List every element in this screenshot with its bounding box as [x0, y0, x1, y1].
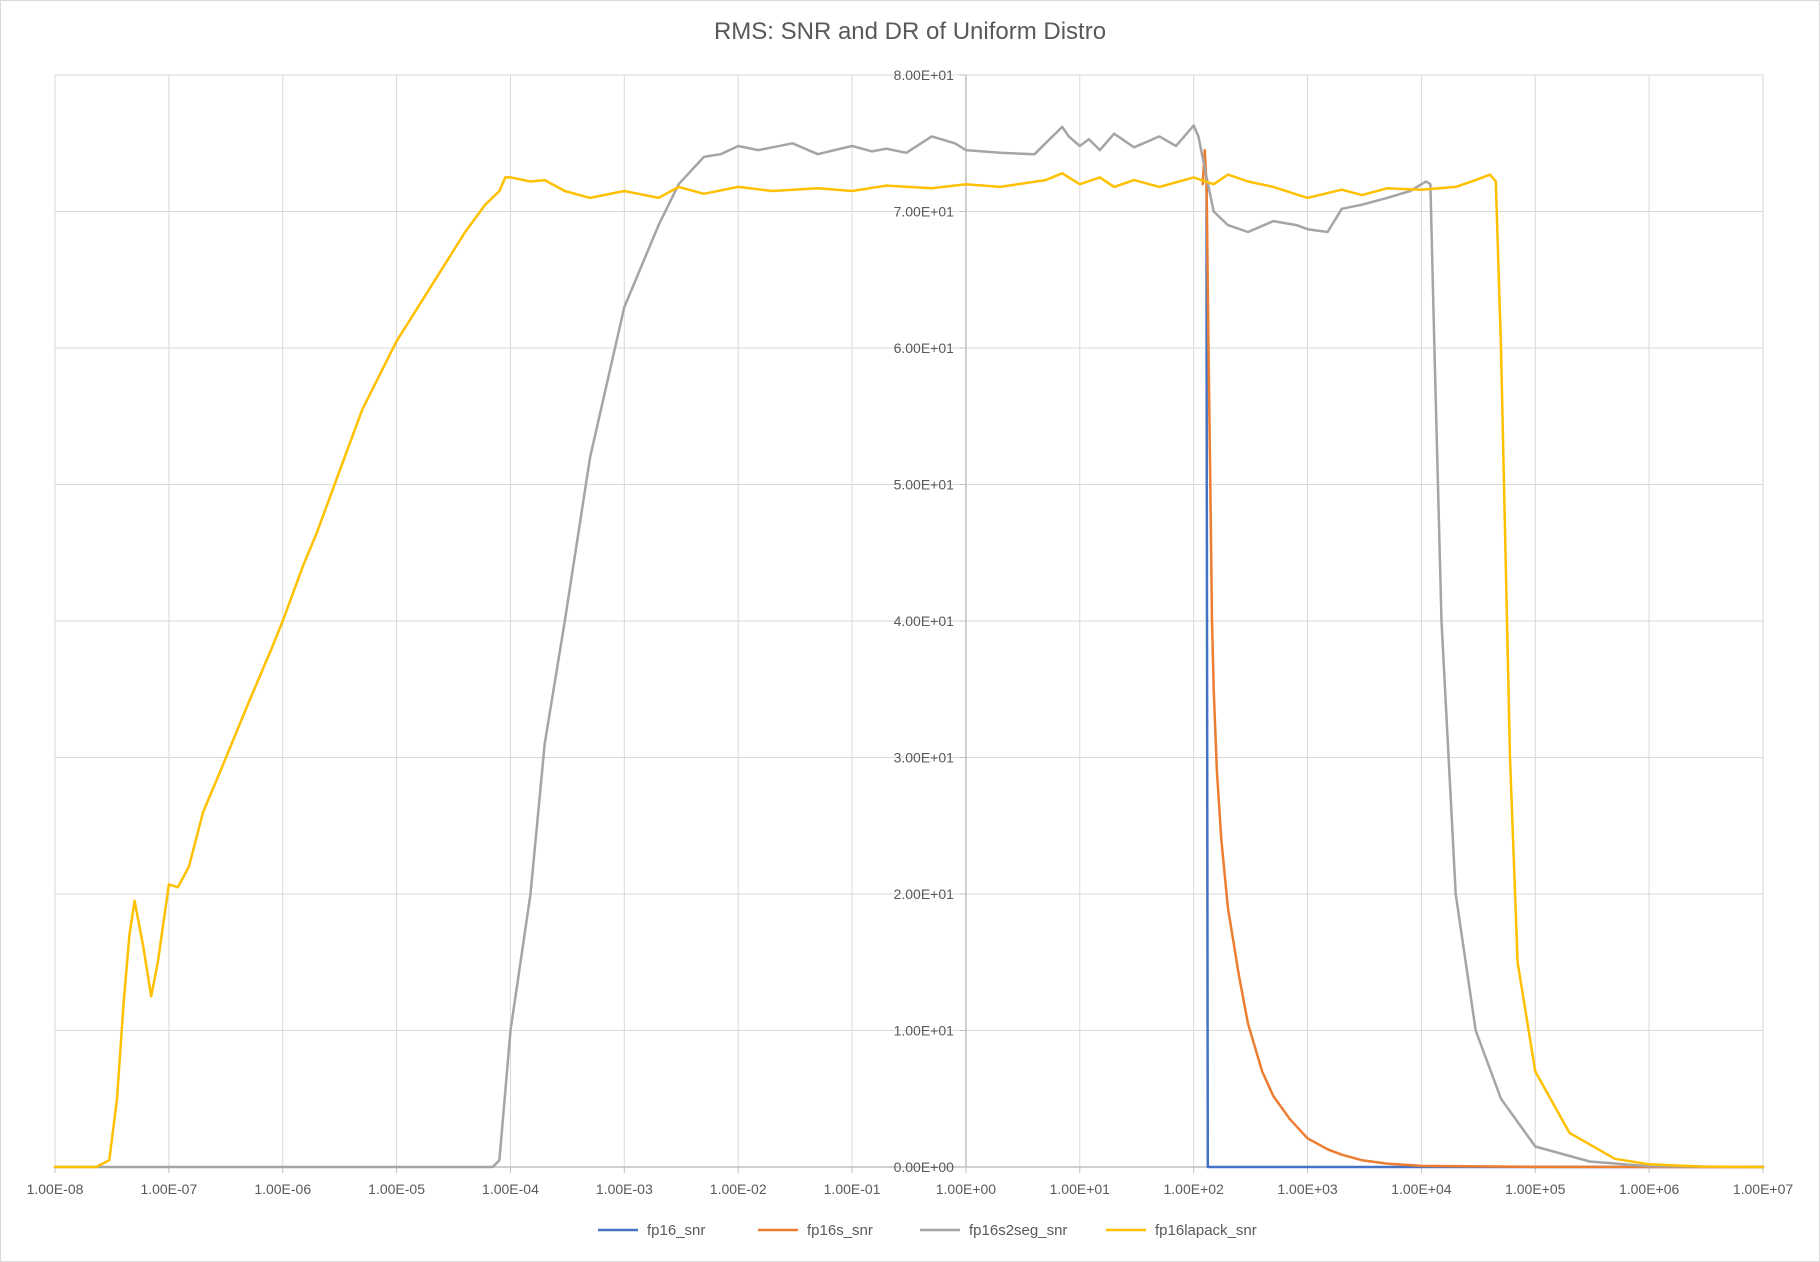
legend-item-fp16_snr[interactable]: fp16_snr	[598, 1222, 705, 1239]
series-line-fp16_snr	[1205, 182, 1765, 1169]
gridlines	[54, 74, 1764, 1168]
y-tick-label: 2.00E+01	[894, 886, 955, 902]
chart-title: RMS: SNR and DR of Uniform Distro	[714, 18, 1106, 45]
y-tick-label: 6.00E+01	[894, 340, 955, 356]
x-tick-label: 1.00E+00	[936, 1181, 997, 1197]
legend-label: fp16_snr	[647, 1222, 705, 1239]
y-tick-label: 7.00E+01	[894, 204, 955, 220]
legend-label: fp16s_snr	[807, 1222, 873, 1239]
legend-label: fp16lapack_snr	[1155, 1222, 1257, 1239]
y-tick-label: 4.00E+01	[894, 613, 955, 629]
x-tick-label: 1.00E+02	[1163, 1181, 1224, 1197]
x-tick-label: 1.00E+04	[1391, 1181, 1452, 1197]
y-tick-label: 0.00E+00	[894, 1159, 955, 1175]
x-tick-label: 1.00E-02	[710, 1181, 767, 1197]
x-tick-label: 1.00E-08	[27, 1181, 84, 1197]
x-axis-tick-labels: 1.00E-08 1.00E-07 1.00E-06 1.00E-05 1.00E-04…	[27, 1181, 1794, 1197]
series-line-fp16lapack_snr	[53, 172, 1765, 1169]
y-tick-label: 3.00E+01	[894, 750, 955, 766]
series-lines	[53, 124, 1765, 1169]
series-line-fp16s2seg_snr	[53, 124, 1765, 1169]
x-tick-label: 1.00E-04	[482, 1181, 539, 1197]
legend-item-fp16lapack_snr[interactable]: fp16lapack_snr	[1106, 1222, 1257, 1239]
x-tick-label: 1.00E+01	[1050, 1181, 1111, 1197]
x-tick-label: 1.00E-01	[824, 1181, 881, 1197]
legend-item-fp16s_snr[interactable]: fp16s_snr	[758, 1222, 873, 1239]
x-tick-label: 1.00E-07	[140, 1181, 197, 1197]
x-tick-label: 1.00E-03	[596, 1181, 653, 1197]
x-tick-label: 1.00E+07	[1733, 1181, 1794, 1197]
x-tick-label: 1.00E-06	[254, 1181, 311, 1197]
x-tick-label: 1.00E+05	[1505, 1181, 1566, 1197]
y-tick-label: 1.00E+01	[894, 1023, 955, 1039]
y-tick-label: 8.00E+01	[894, 67, 955, 83]
y-axis-tick-labels: 0.00E+00 1.00E+01 2.00E+01 3.00E+01 4.00E+01…	[894, 67, 955, 1175]
x-tick-label: 1.00E+03	[1277, 1181, 1338, 1197]
y-tick-label: 5.00E+01	[894, 477, 955, 493]
legend-label: fp16s2seg_snr	[969, 1222, 1067, 1239]
series-line-fp16s_snr	[1201, 148, 1765, 1169]
legend-item-fp16s2seg_snr[interactable]: fp16s2seg_snr	[920, 1222, 1067, 1239]
x-tick-label: 1.00E+06	[1619, 1181, 1680, 1197]
x-tick-label: 1.00E-05	[368, 1181, 425, 1197]
legend[interactable]: fp16_snr fp16s_snr fp16s2seg_snr fp16lapack…	[598, 1222, 1257, 1239]
